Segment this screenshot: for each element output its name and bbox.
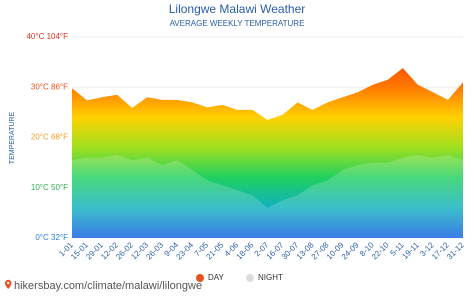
legend-label: DAY bbox=[208, 273, 225, 282]
night-area bbox=[72, 155, 463, 238]
y-tick-label: 0°C 32°F bbox=[35, 233, 68, 242]
y-tick-label: 20°C 68°F bbox=[31, 133, 68, 142]
pin-dot bbox=[7, 281, 10, 285]
x-tick-label: 19-11 bbox=[400, 240, 421, 261]
x-tick-label: 31-12 bbox=[445, 240, 466, 261]
y-axis-label: TEMPERATURE bbox=[9, 111, 16, 164]
source-link: hikersbay.com/climate/malawi/lilongwe bbox=[14, 280, 202, 292]
legend: DAY NIGHT bbox=[196, 273, 283, 282]
y-tick-label: 30°C 86°F bbox=[31, 82, 68, 91]
chart-subtitle: AVERAGE WEEKLY TEMPERATURE bbox=[170, 19, 305, 28]
day-area bbox=[72, 68, 463, 238]
legend-label: NIGHT bbox=[258, 273, 283, 282]
legend-swatch bbox=[246, 274, 254, 282]
y-tick-label: 10°C 50°F bbox=[31, 183, 68, 192]
chart-title: Lilongwe Malawi Weather bbox=[169, 2, 306, 16]
pin-icon bbox=[5, 279, 12, 289]
y-tick-label: 40°C 104°F bbox=[26, 32, 68, 41]
legend-swatch bbox=[196, 274, 204, 282]
plot-area: 0°C 32°F 10°C 50°F 20°C 68°F 30°C 86°F 40°C … bbox=[26, 32, 466, 261]
